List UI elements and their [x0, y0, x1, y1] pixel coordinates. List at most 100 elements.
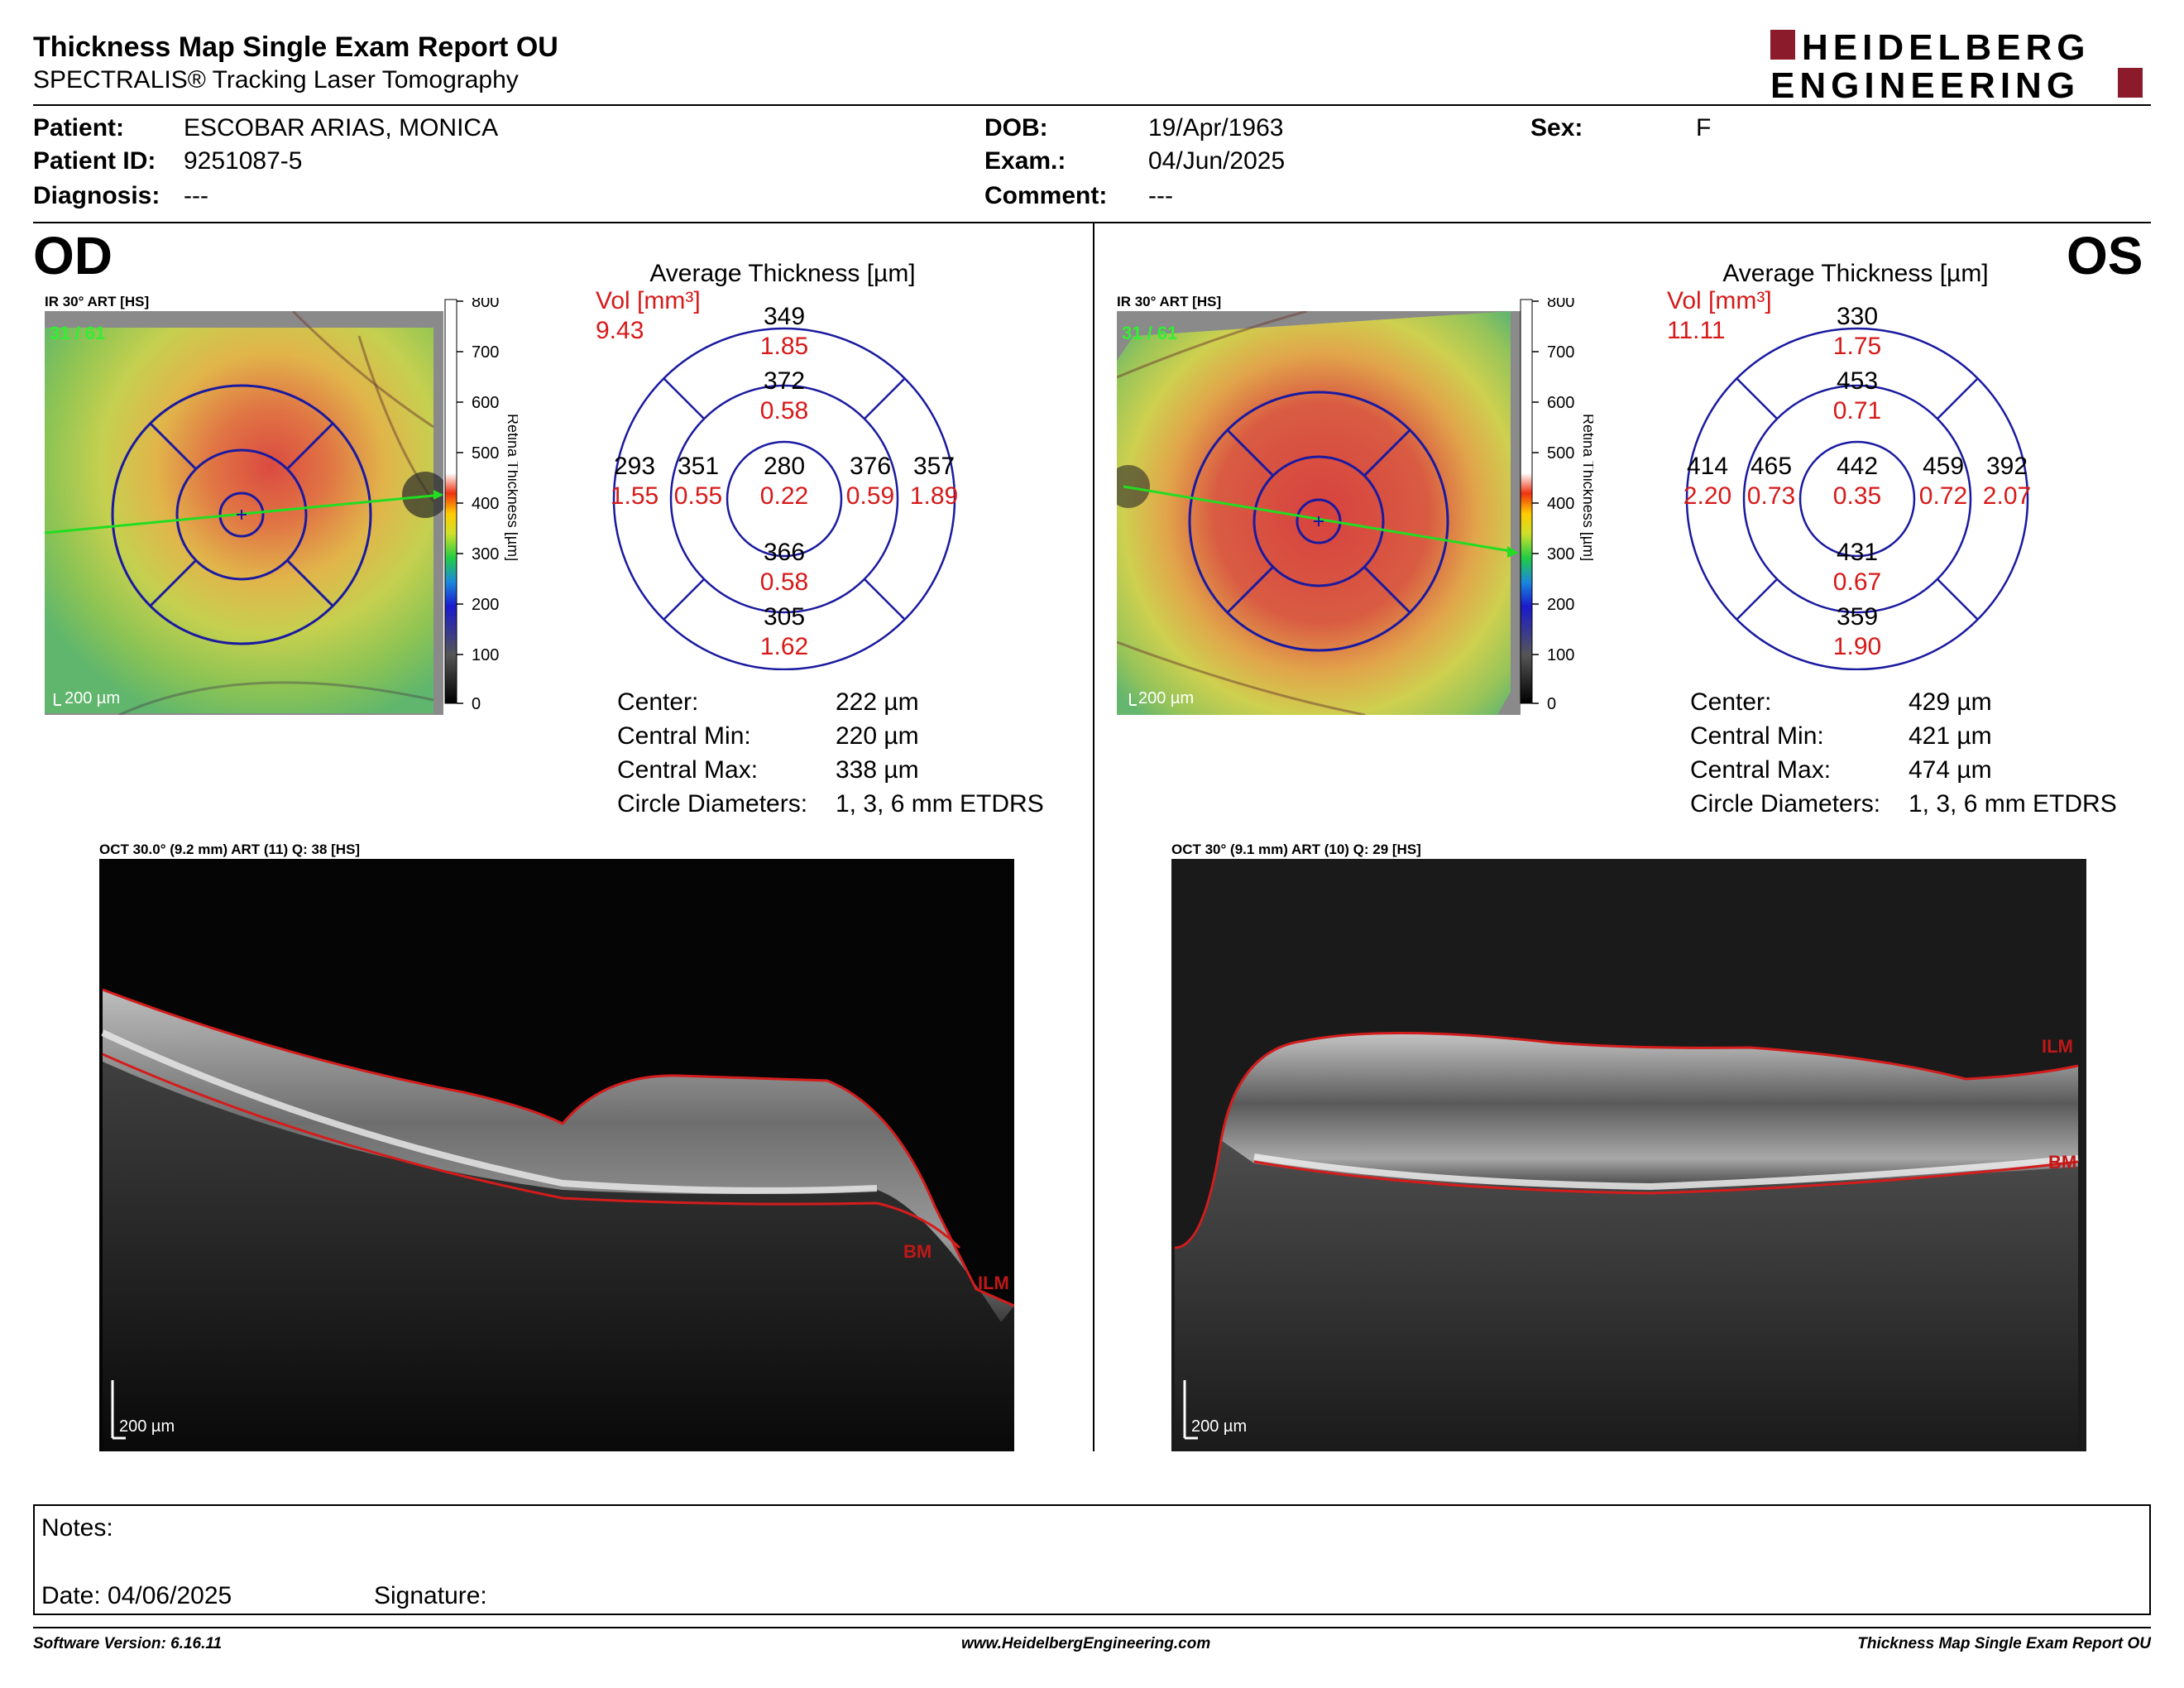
logo-text-line1: HEIDELBERG — [1802, 27, 2090, 68]
os-inner-right-volume: 0.72 — [1919, 482, 1967, 510]
od-map-scale: 200 µm — [65, 689, 120, 707]
os-cbar-tick: 400 — [1547, 495, 1574, 513]
os-colorbar: 800 700 600 500 400 300 200 100 0 Retina… — [1519, 293, 1597, 713]
od-inner-left-volume: 0.55 — [674, 482, 722, 510]
os-stat-label: Circle Diameters: — [1690, 790, 1881, 818]
os-cbar-tick: 0 — [1547, 695, 1556, 712]
os-avg-title: Average Thickness [µm] — [1722, 260, 1988, 287]
od-outer-left-thickness: 293 — [614, 453, 655, 480]
os-inner-left-volume: 0.73 — [1747, 482, 1795, 510]
od-inner-top-thickness: 372 — [764, 367, 805, 395]
os-bm-label: BM — [2048, 1152, 2076, 1172]
os-colorbar-title: Retina Thickness [µm] — [1580, 414, 1593, 561]
od-fundus-thickness-map: 31 / 61 200 µm — [44, 309, 448, 717]
od-stat-value: 222 µm — [836, 688, 919, 716]
os-inner-top-volume: 0.71 — [1833, 397, 1881, 424]
os-cbar-tick: 700 — [1547, 343, 1574, 362]
diagnosis-label: Diagnosis: — [33, 182, 160, 209]
os-oct-bscan: ILM BM 200 µm — [1171, 859, 2086, 1451]
eye-label-os: OS — [2067, 226, 2143, 285]
od-cbar-tick: 300 — [472, 545, 499, 563]
od-stat-label: Circle Diameters: — [617, 790, 808, 818]
os-oct-label: OCT 30° (9.1 mm) ART (10) Q: 29 [HS] — [1171, 842, 1421, 857]
od-stat-value: 1, 3, 6 mm ETDRS — [836, 790, 1044, 818]
os-etdrs-grid: Average Thickness [µm] Vol [mm³] 11.11 3… — [1644, 257, 2091, 671]
os-cbar-tick: 100 — [1547, 646, 1574, 664]
os-outer-right-volume: 2.07 — [1983, 482, 2031, 510]
od-inner-bottom-thickness: 366 — [764, 539, 805, 566]
software-version: Software Version: 6.16.11 — [33, 1635, 223, 1652]
od-colorbar-title: Retina Thickness [µm] — [505, 414, 518, 561]
od-outer-right-volume: 1.89 — [910, 482, 958, 510]
os-cbar-tick: 800 — [1547, 298, 1574, 311]
os-ir-label: IR 30° ART [HS] — [1117, 294, 1222, 309]
od-cbar-tick: 500 — [472, 444, 499, 463]
diagnosis-value: --- — [184, 182, 208, 209]
os-inner-bottom-thickness: 431 — [1837, 539, 1878, 566]
notes-label: Notes: — [41, 1514, 113, 1542]
od-outer-top-thickness: 349 — [764, 303, 805, 330]
os-cbar-tick: 200 — [1547, 596, 1574, 614]
os-outer-top-thickness: 330 — [1837, 303, 1878, 330]
od-inner-bottom-volume: 0.58 — [760, 568, 808, 596]
od-center-volume: 0.22 — [760, 482, 808, 510]
footer-divider — [33, 1627, 2151, 1628]
os-inner-right-thickness: 459 — [1923, 453, 1964, 480]
os-outer-bottom-volume: 1.90 — [1833, 633, 1881, 660]
os-fundus-thickness-map: 31 / 61 200 µm — [1107, 309, 1521, 717]
os-frame-counter: 31 / 61 — [1122, 323, 1177, 343]
os-stat-value: 474 µm — [1909, 756, 1992, 784]
os-stat-value: 429 µm — [1909, 688, 1992, 716]
os-center-thickness: 442 — [1837, 453, 1878, 480]
od-oct-bscan: BM ILM 200 µm — [99, 859, 1015, 1451]
notes-box[interactable] — [33, 1504, 2151, 1615]
od-cbar-tick: 700 — [472, 343, 499, 362]
od-vol-label: Vol [mm³] — [596, 287, 701, 314]
os-outer-right-thickness: 392 — [1986, 453, 2028, 480]
od-outer-left-volume: 1.55 — [611, 482, 659, 510]
sex-label: Sex: — [1530, 114, 1583, 141]
os-stat-value: 1, 3, 6 mm ETDRS — [1909, 790, 2117, 818]
od-cbar-tick: 0 — [472, 695, 481, 712]
od-bm-label: BM — [903, 1241, 932, 1262]
os-oct-scale: 200 µm — [1191, 1417, 1247, 1436]
comment-label: Comment: — [984, 182, 1108, 209]
sex-value: F — [1696, 114, 1712, 141]
os-vol-label: Vol [mm³] — [1667, 287, 1772, 314]
od-stat-value: 220 µm — [836, 722, 919, 750]
od-stat-label: Center: — [617, 688, 699, 716]
dob-label: DOB: — [984, 114, 1048, 141]
os-ilm-label: ILM — [2042, 1036, 2073, 1057]
report-subtitle: SPECTRALIS® Tracking Laser Tomography — [33, 66, 519, 94]
os-cbar-tick: 600 — [1547, 394, 1574, 412]
od-stat-value: 338 µm — [836, 756, 919, 784]
od-outer-right-thickness: 357 — [913, 453, 955, 480]
os-stat-value: 421 µm — [1909, 722, 1992, 750]
patient-id-label: Patient ID: — [33, 147, 156, 175]
od-colorbar: 800 700 600 500 400 300 200 100 0 Retina… — [443, 293, 521, 713]
os-cbar-tick: 500 — [1547, 444, 1574, 463]
od-inner-top-volume: 0.58 — [760, 397, 808, 424]
exam-label: Exam.: — [984, 147, 1066, 175]
od-cbar-tick: 400 — [472, 495, 499, 513]
od-cbar-tick: 600 — [472, 394, 499, 412]
od-inner-right-thickness: 376 — [850, 453, 891, 480]
patient-name: ESCOBAR ARIAS, MONICA — [184, 114, 499, 141]
os-stat-label: Central Max: — [1690, 756, 1832, 784]
od-oct-label: OCT 30.0° (9.2 mm) ART (11) Q: 38 [HS] — [99, 842, 361, 857]
patient-divider — [33, 222, 2151, 223]
od-frame-counter: 31 / 61 — [50, 323, 105, 343]
od-oct-scale: 200 µm — [119, 1417, 175, 1436]
od-cbar-tick: 100 — [472, 646, 499, 664]
footer-report-name: Thickness Map Single Exam Report OU — [1857, 1635, 2151, 1652]
comment-value: --- — [1148, 182, 1173, 209]
signature-label: Signature: — [374, 1582, 487, 1609]
os-stat-label: Central Min: — [1690, 722, 1824, 750]
os-outer-left-volume: 2.20 — [1684, 482, 1731, 510]
notes-date: Date: 04/06/2025 — [41, 1582, 232, 1609]
website-link[interactable]: www.HeidelbergEngineering.com — [961, 1635, 1211, 1652]
od-vol-total: 9.43 — [596, 317, 644, 344]
patient-id: 9251087-5 — [184, 147, 303, 175]
od-stat-label: Central Max: — [617, 756, 759, 784]
os-stat-label: Center: — [1690, 688, 1772, 716]
